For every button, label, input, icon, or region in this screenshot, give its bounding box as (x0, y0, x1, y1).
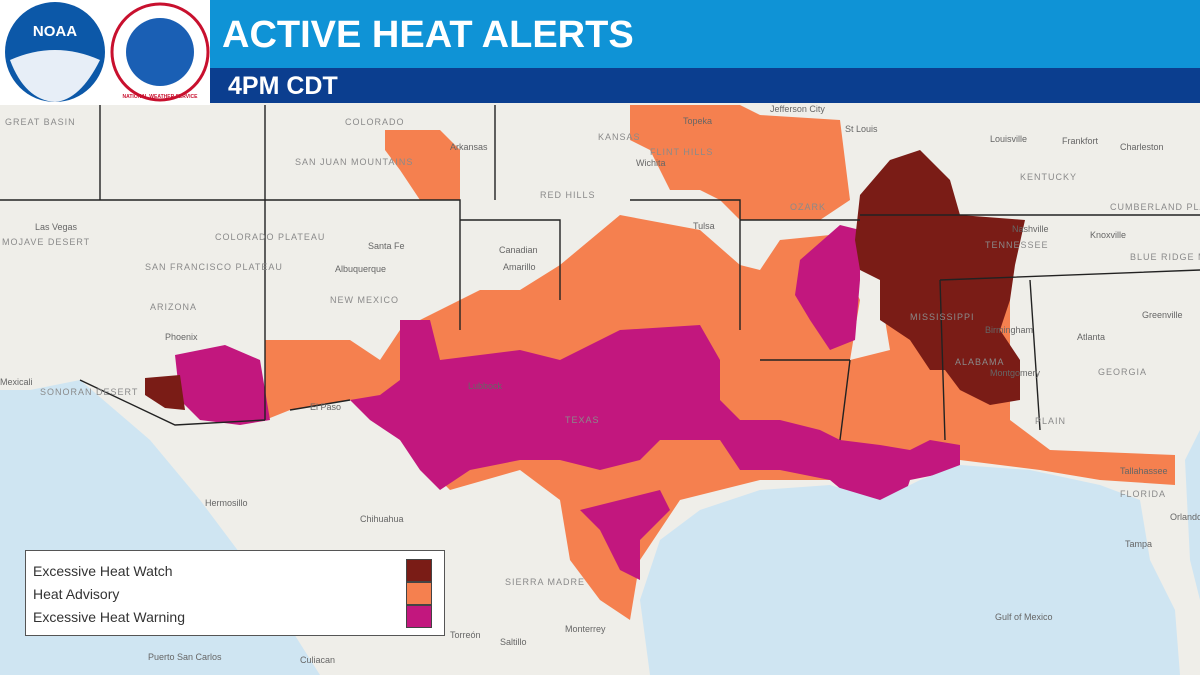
map-label: MOJAVE DESERT (2, 237, 90, 247)
map-label: Louisville (990, 134, 1027, 144)
map-label: Mexicali (0, 377, 33, 387)
subtitle: 4PM CDT (228, 72, 338, 100)
map-label: Knoxville (1090, 230, 1126, 240)
map-label: OZARK (790, 202, 826, 212)
map-label: Montgomery (990, 368, 1041, 378)
legend-label: Heat Advisory (33, 586, 120, 602)
legend-swatch (406, 582, 432, 605)
map-label: El Paso (310, 402, 341, 412)
legend-swatch (406, 559, 432, 582)
map-label: Wichita (636, 158, 666, 168)
map-label: Torreón (450, 630, 481, 640)
map-label: TENNESSEE (985, 240, 1049, 250)
header: NOAA NATIONAL WEATHER SERVICE ACTIVE HEA… (0, 0, 1200, 105)
atlantic-ocean (1185, 430, 1200, 600)
warning-area (175, 345, 270, 425)
map-label: Chihuahua (360, 514, 404, 524)
map-label: FLORIDA (1120, 489, 1166, 499)
warning-area (580, 490, 670, 580)
map-label: BLUE RIDGE MOUNTAINS (1130, 252, 1200, 262)
map-label: SONORAN DESERT (40, 387, 138, 397)
map-label: Canadian (499, 245, 538, 255)
map-label: Topeka (683, 116, 712, 126)
noaa-bird (10, 50, 100, 102)
map-label: Culiacan (300, 655, 335, 665)
nws-inner (126, 18, 194, 86)
map-label: Tallahassee (1120, 466, 1168, 476)
map-label: SAN JUAN MOUNTAINS (295, 157, 413, 167)
map-labels: GREAT BASIN COLORADO KANSAS Topeka Jefferson… (0, 104, 1200, 665)
noaa-text: NOAA (33, 23, 77, 40)
map-label: Frankfort (1062, 136, 1099, 146)
map-label: SIERRA MADRE (505, 577, 585, 587)
map-label: Saltillo (500, 637, 527, 647)
map-label: Nashville (1012, 224, 1049, 234)
map-label: Tulsa (693, 221, 715, 231)
map-label: PLAIN (1035, 416, 1066, 426)
map-label: GREAT BASIN (5, 117, 76, 127)
map-label: TEXAS (565, 415, 600, 425)
map-label: NEW MEXICO (330, 295, 399, 305)
map-label: MISSISSIPPI (910, 312, 975, 322)
map-label: CUMBERLAND PLATEAU (1110, 202, 1200, 212)
title: ACTIVE HEAT ALERTS (222, 14, 634, 56)
map-label: Lubbock (468, 381, 503, 391)
map-label: Greenville (1142, 310, 1183, 320)
map-label: Tampa (1125, 539, 1152, 549)
map-label: RED HILLS (540, 190, 596, 200)
map-label: KENTUCKY (1020, 172, 1077, 182)
legend: Excessive Heat Watch Heat Advisory Excessi… (25, 550, 445, 636)
map-label: COLORADO (345, 117, 405, 127)
map-label: St Louis (845, 124, 878, 134)
map-label: Gulf of Mexico (995, 612, 1053, 622)
legend-label: Excessive Heat Warning (33, 609, 185, 625)
advisory-area (385, 130, 460, 200)
advisory-area (630, 105, 850, 220)
map-label: Charleston (1120, 142, 1164, 152)
map-label: Santa Fe (368, 241, 405, 251)
map-label: Arkansas (450, 142, 488, 152)
map-label: Orlando (1170, 512, 1200, 522)
map-label: Hermosillo (205, 498, 248, 508)
map-label: GEORGIA (1098, 367, 1147, 377)
nws-text: NATIONAL WEATHER SERVICE (123, 94, 199, 100)
map-label: Birmingham (985, 325, 1033, 335)
map-label: KANSAS (598, 132, 641, 142)
map-label: ALABAMA (955, 357, 1005, 367)
map-label: Monterrey (565, 624, 606, 634)
watch-area (145, 375, 185, 410)
map-label: SAN FRANCISCO PLATEAU (145, 262, 283, 272)
logos: NOAA NATIONAL WEATHER SERVICE (5, 2, 210, 102)
map-label: Phoenix (165, 332, 198, 342)
gulf-of-mexico (640, 465, 1180, 675)
map-label: Las Vegas (35, 222, 78, 232)
state-borders (0, 105, 1200, 441)
legend-label: Excessive Heat Watch (33, 563, 173, 579)
legend-swatch (406, 605, 432, 628)
map-label: Albuquerque (335, 264, 386, 274)
warning-area (350, 320, 960, 510)
watch-area (855, 150, 1025, 405)
map-label: FLINT HILLS (650, 147, 713, 157)
map-label: Puerto San Carlos (148, 652, 222, 662)
map-label: Jefferson City (770, 104, 825, 114)
alert-areas (145, 105, 1175, 620)
map-label: Amarillo (503, 262, 536, 272)
map-label: COLORADO PLATEAU (215, 232, 325, 242)
map-label: Atlanta (1077, 332, 1105, 342)
map-label: ARIZONA (150, 302, 197, 312)
warning-area (795, 225, 860, 350)
